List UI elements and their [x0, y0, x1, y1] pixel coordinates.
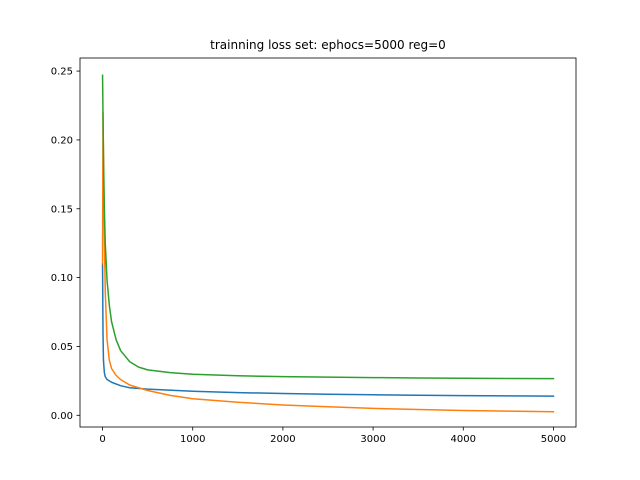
- x-tick-label: 1000: [180, 434, 205, 445]
- series-line-2: [101, 111, 555, 413]
- x-tick-label: 2000: [270, 434, 295, 445]
- x-tick-label: 4000: [451, 434, 476, 445]
- x-tick-label: 3000: [360, 434, 385, 445]
- axes-frame: [79, 57, 577, 428]
- series-layer: [101, 74, 555, 413]
- series-line-1: [101, 263, 555, 397]
- chart-title: trainning loss set: ephocs=5000 reg=0: [210, 38, 446, 52]
- y-axis: 0.00 0.05 0.10 0.15 0.20 0.25: [51, 67, 80, 422]
- y-tick-label: 0.00: [51, 411, 73, 422]
- y-tick-label: 0.10: [51, 273, 73, 284]
- plot-area: 0 1000 2000 3000 4000 5000 0.000.050.100.150.…: [51, 57, 577, 445]
- y-tick-label: 0.20: [51, 135, 73, 146]
- x-axis: 0 1000 2000 3000 4000 5000: [99, 427, 566, 445]
- series-line-3: [101, 74, 555, 380]
- y-tick-label: 0.15: [51, 204, 73, 215]
- y-tick-label: 0.25: [51, 67, 73, 78]
- x-tick-label: 5000: [541, 434, 566, 445]
- x-tick-label: 0: [99, 434, 105, 445]
- y-tick-label: 0.05: [51, 342, 73, 353]
